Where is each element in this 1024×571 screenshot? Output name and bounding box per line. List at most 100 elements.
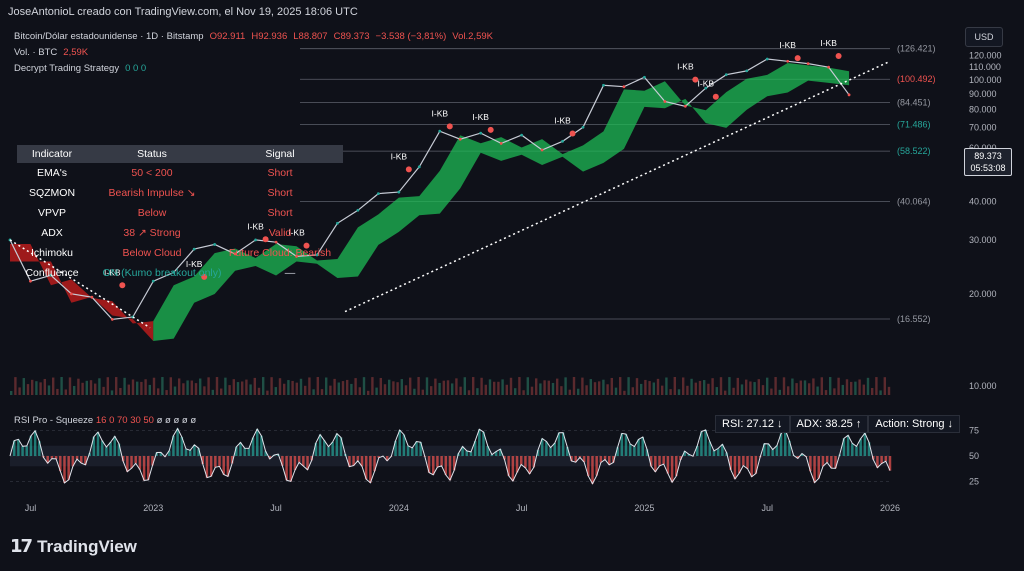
- header-signal: Signal: [265, 148, 295, 160]
- volume-bar: [875, 377, 878, 395]
- volume-bar: [690, 378, 693, 395]
- volume-bar: [291, 380, 294, 395]
- volume-bar: [745, 379, 748, 395]
- price-point: [417, 165, 421, 169]
- volume-bar: [488, 379, 492, 395]
- rsi-legend[interactable]: RSI Pro - Squeeze 16 0 70 30 50 ø ø ø ø …: [14, 415, 196, 426]
- ikb-annotation: I-KB: [554, 116, 571, 126]
- volume-bar: [736, 377, 739, 395]
- volume-bar: [694, 382, 697, 395]
- ikb-annotation: I-KB: [391, 151, 408, 161]
- volume-bar: [119, 387, 122, 395]
- chart-legend: Bitcoin/Dólar estadounidense · 1D · Bits…: [14, 29, 493, 77]
- volume-bar: [799, 380, 802, 395]
- sell-signal-dot: [405, 166, 412, 173]
- volume-bar: [467, 390, 471, 395]
- price-point: [336, 221, 339, 225]
- volume-bar: [413, 388, 416, 395]
- volume-bar: [572, 377, 576, 395]
- volume-bar: [232, 379, 235, 395]
- row-indicator: SQZMON: [28, 187, 76, 199]
- volume-bar: [551, 382, 555, 395]
- price-point: [765, 57, 769, 61]
- last-price: 89.373: [974, 151, 1002, 161]
- price-point: [397, 190, 401, 194]
- volume-bar: [581, 377, 584, 395]
- price-point: [745, 69, 749, 73]
- x-tick-label: Jul: [270, 503, 282, 513]
- price-point: [704, 86, 708, 90]
- volume-bar: [325, 377, 328, 395]
- symbol-row[interactable]: Bitcoin/Dólar estadounidense · 1D · Bits…: [14, 29, 493, 45]
- sell-signal-dot: [569, 130, 576, 137]
- bar-countdown: 05:53:08: [970, 163, 1006, 173]
- volume-bar: [879, 390, 882, 395]
- volume-bar: [211, 389, 214, 395]
- volume-bar: [136, 381, 139, 395]
- ikb-annotation: I-KB: [779, 40, 796, 50]
- price-point: [847, 93, 851, 97]
- volume-bar: [304, 385, 307, 395]
- volume-bar: [43, 378, 46, 395]
- volume-bar: [686, 385, 689, 395]
- table-row: Ichimoku Below Cloud Future Cloud: Beari…: [17, 243, 343, 263]
- level-label: (100.492): [897, 74, 936, 84]
- volume-bar: [451, 383, 454, 395]
- volume-bar: [820, 377, 823, 395]
- action-value: Action: Strong ↓: [868, 415, 961, 433]
- volume-bar: [52, 377, 55, 395]
- tradingview-brand[interactable]: 𝟭𝟳 TradingView: [10, 536, 137, 557]
- volume-bar: [782, 377, 786, 395]
- price-point: [172, 271, 176, 274]
- volume-bar: [56, 388, 59, 395]
- volume-bar: [463, 377, 466, 395]
- ikb-annotation: I-KB: [472, 112, 489, 122]
- y-tick-label: 10.000: [969, 381, 997, 391]
- strategy-row[interactable]: Decrypt Trading Strategy 0 0 0: [14, 61, 493, 77]
- volume-bar: [127, 384, 130, 395]
- volume-bar: [77, 378, 80, 395]
- volume-bar: [614, 387, 618, 395]
- sell-signal-dot: [262, 236, 269, 243]
- volume-bar: [152, 377, 156, 395]
- level-label: (16.552): [897, 314, 931, 324]
- volume-row[interactable]: Vol. · BTC 2,59K: [14, 45, 493, 61]
- currency-button[interactable]: USD: [965, 27, 1003, 47]
- volume-bar: [627, 377, 630, 395]
- volume-bar: [543, 380, 546, 395]
- ikb-annotation: I-KB: [820, 38, 837, 48]
- last-price-tag: 89.373 05:53:08: [964, 148, 1012, 176]
- volume-bar: [316, 377, 319, 395]
- volume-bar: [577, 388, 580, 395]
- price-point: [724, 73, 728, 77]
- strategy-name: Decrypt Trading Strategy: [14, 63, 120, 74]
- volume-bar: [476, 388, 479, 395]
- price-point: [827, 65, 831, 69]
- volume-bar: [623, 390, 626, 395]
- volume-bar: [644, 379, 647, 395]
- volume-bar: [274, 387, 277, 395]
- price-point: [213, 243, 217, 246]
- chart-credit: JoseAntonioL creado con TradingView.com,…: [8, 6, 358, 18]
- ohlc-change: −3.538 (−3,81%): [375, 31, 447, 42]
- price-point: [602, 83, 605, 87]
- x-tick-label: Jul: [761, 503, 773, 513]
- volume-bar: [409, 377, 412, 395]
- volume-bar: [18, 387, 21, 395]
- volume-bar: [123, 377, 126, 395]
- ohlc-low: L88.807: [293, 31, 328, 42]
- volume-bar: [472, 377, 475, 395]
- volume-bar: [522, 390, 525, 395]
- volume-bar: [68, 377, 72, 395]
- price-point: [151, 279, 155, 283]
- volume-bar: [593, 382, 597, 395]
- volume-bar: [589, 379, 592, 395]
- volume-bar: [266, 390, 269, 395]
- volume-bar: [585, 385, 588, 395]
- ikb-annotation: I-KB: [104, 267, 121, 277]
- price-point: [458, 137, 462, 141]
- volume-bar: [526, 377, 529, 395]
- volume-bar: [518, 377, 521, 395]
- volume-bar: [148, 384, 151, 395]
